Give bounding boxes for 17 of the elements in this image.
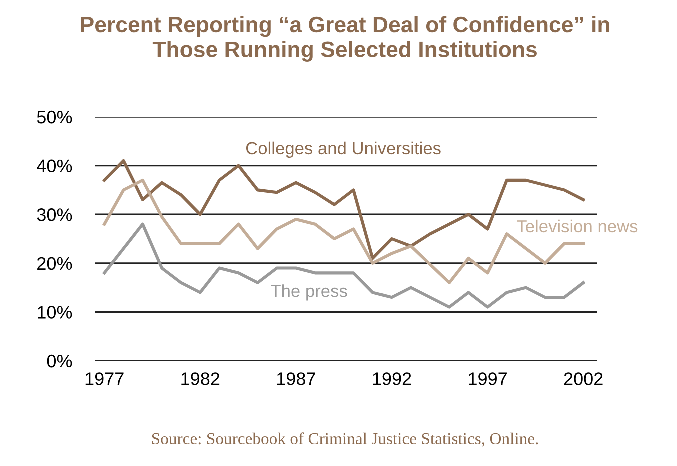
- y-tick-label: 30%: [37, 208, 72, 222]
- y-tick-label: 40%: [37, 160, 72, 173]
- chart-title: Percent Reporting “a Great Deal of Confidence” in Those Running Selected Institutions: [81, 16, 610, 62]
- y-tick-label: 10%: [38, 306, 72, 319]
- x-tick-label: 1992: [373, 372, 412, 386]
- x-tick-label: 1997: [469, 372, 507, 386]
- x-tick-label: 1982: [182, 372, 220, 386]
- series-label: Colleges and Universities: [246, 142, 441, 158]
- source-note: Source: Sourcebook of Criminal Justice Statistics, Online.: [152, 432, 538, 447]
- x-tick-label: 1987: [277, 372, 316, 386]
- series-label: Television news: [517, 220, 638, 233]
- x-tick-label: 2002: [564, 372, 603, 386]
- series-label: The press: [271, 284, 348, 301]
- y-tick-label: 20%: [38, 257, 72, 270]
- x-tick-label: 1977: [86, 372, 124, 386]
- y-tick-label: 0%: [47, 354, 72, 368]
- y-tick-label: 50%: [37, 110, 72, 124]
